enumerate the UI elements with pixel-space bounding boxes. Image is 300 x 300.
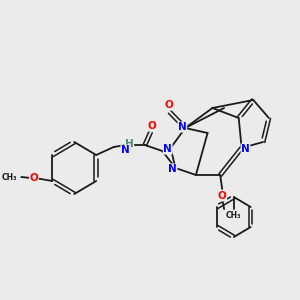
Text: O: O: [164, 100, 173, 110]
Text: N: N: [178, 122, 187, 132]
Text: N: N: [121, 145, 130, 155]
Text: N: N: [168, 164, 177, 174]
Text: H: H: [125, 139, 134, 149]
Text: O: O: [29, 173, 38, 183]
Text: N: N: [163, 144, 172, 154]
Text: N: N: [241, 144, 250, 154]
Text: CH₃: CH₃: [226, 212, 242, 220]
Text: O: O: [147, 121, 156, 131]
Text: O: O: [218, 191, 226, 201]
Text: CH₃: CH₃: [2, 172, 17, 182]
